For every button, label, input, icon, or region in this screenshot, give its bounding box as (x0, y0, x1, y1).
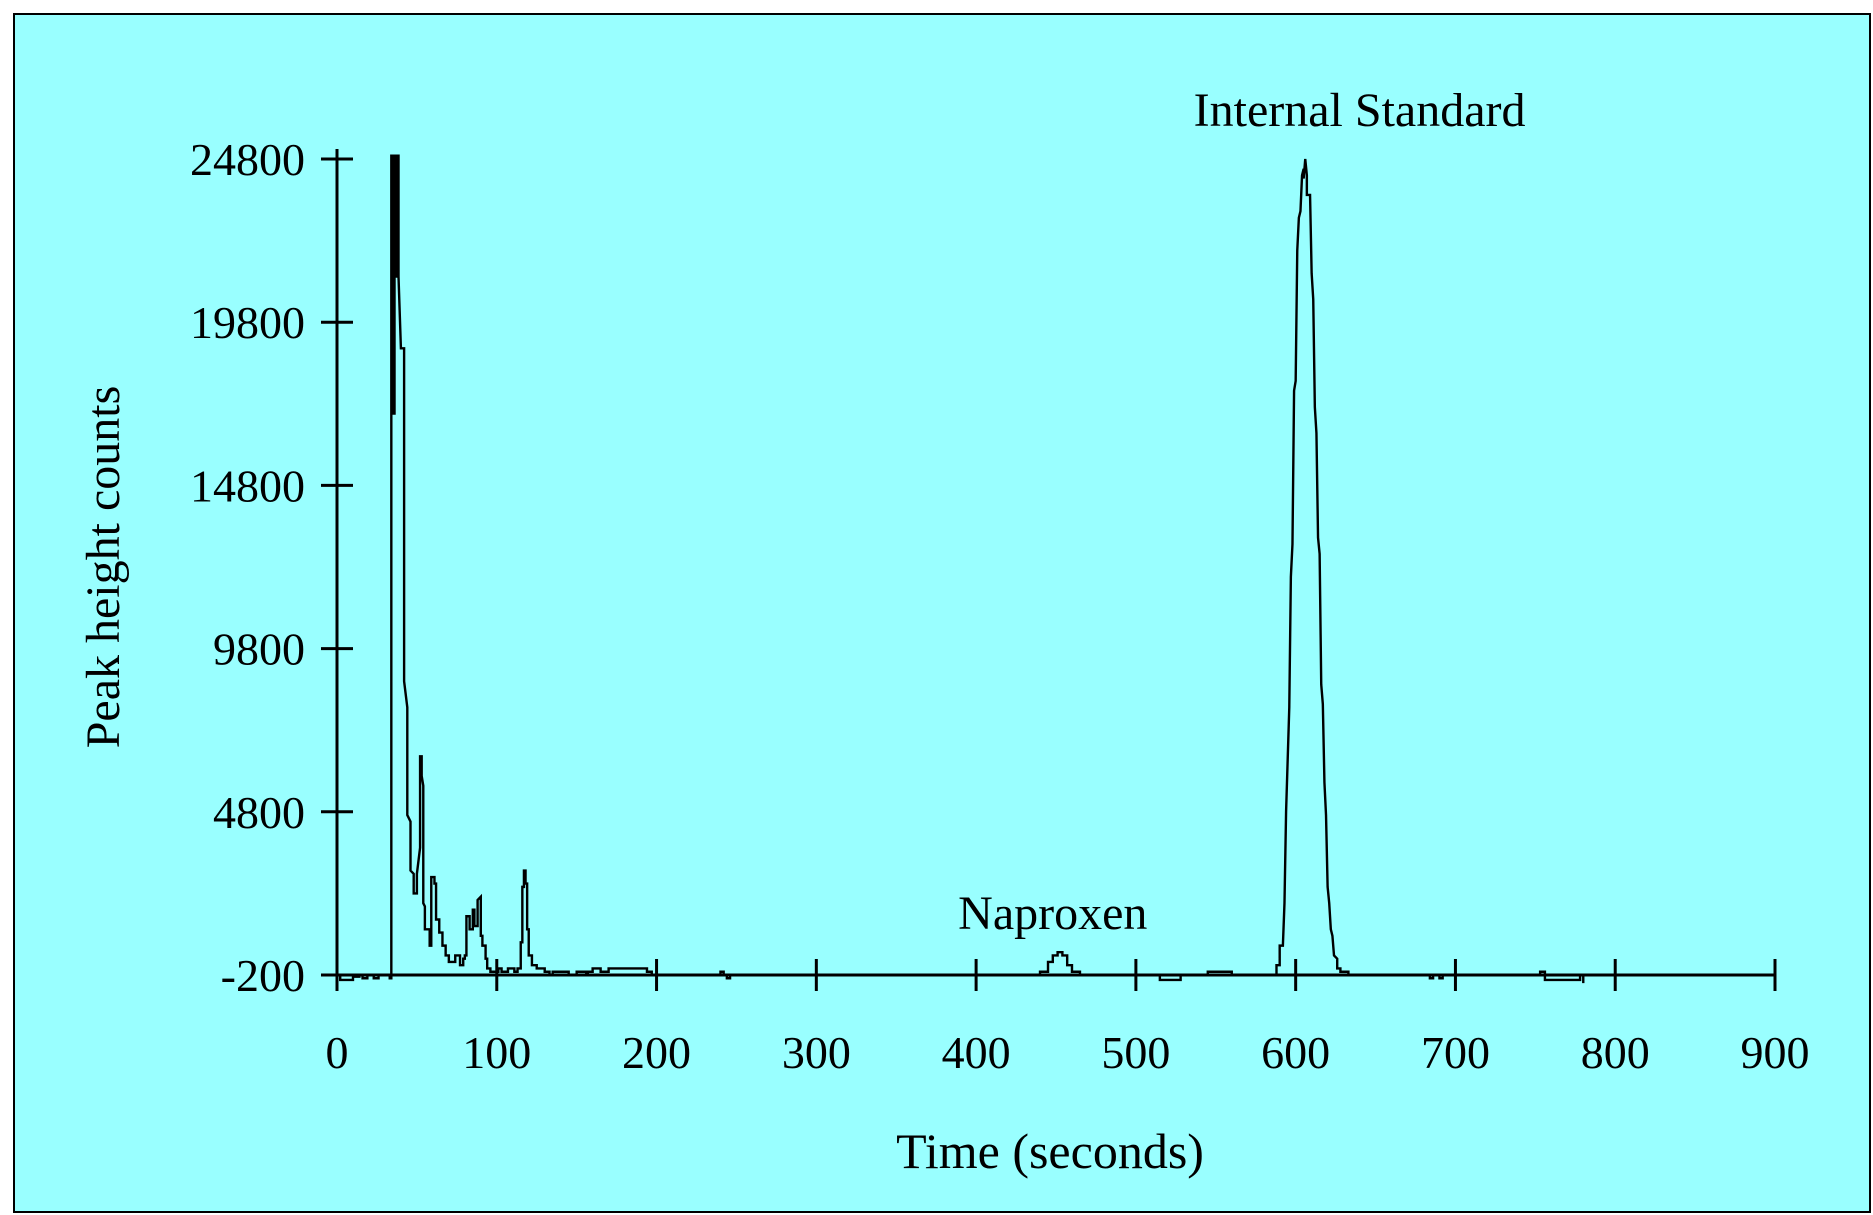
x-tick-label-600: 600 (1261, 1027, 1330, 1078)
x-axis-title: Time (seconds) (896, 1123, 1204, 1179)
x-tick-label-800: 800 (1581, 1027, 1650, 1078)
y-tick-label-9800: 9800 (213, 624, 305, 675)
y-tick-label--200: -200 (221, 950, 305, 1001)
y-tick-label-4800: 4800 (213, 787, 305, 838)
annotation-naproxen: Naproxen (958, 887, 1147, 940)
x-tick-label-700: 700 (1421, 1027, 1490, 1078)
x-tick-label-500: 500 (1101, 1027, 1170, 1078)
x-tick-label-900: 900 (1741, 1027, 1810, 1078)
chart-frame (13, 13, 1871, 1213)
x-tick-label-400: 400 (942, 1027, 1011, 1078)
y-tick-label-14800: 14800 (190, 460, 305, 511)
series-line-0 (337, 154, 1585, 984)
y-tick-label-19800: 19800 (190, 297, 305, 348)
x-tick-label-300: 300 (782, 1027, 851, 1078)
y-tick-label-24800: 24800 (190, 134, 305, 185)
x-tick-label-100: 100 (462, 1027, 531, 1078)
annotation-internal-standard: Internal Standard (1194, 84, 1526, 137)
x-tick-label-0: 0 (326, 1027, 349, 1078)
y-axis-title: Peak height counts (77, 386, 130, 749)
x-tick-label-200: 200 (622, 1027, 691, 1078)
